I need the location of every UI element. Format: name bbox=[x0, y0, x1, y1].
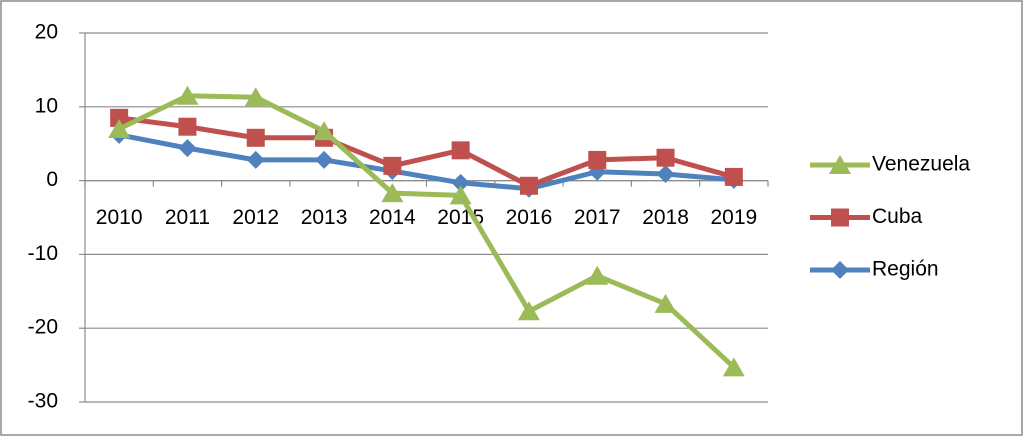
data-point bbox=[451, 173, 470, 192]
data-point bbox=[654, 293, 677, 313]
data-point bbox=[451, 141, 470, 160]
data-point bbox=[519, 176, 538, 195]
data-point bbox=[176, 85, 199, 105]
x-tick-label: 2016 bbox=[506, 206, 553, 229]
y-tick-label: 0 bbox=[46, 168, 58, 191]
y-tick-label: -30 bbox=[28, 390, 58, 413]
legend-label: Cuba bbox=[872, 205, 923, 228]
x-tick-label: 2012 bbox=[232, 206, 279, 229]
legend-label: Venezuela bbox=[872, 153, 970, 176]
data-point bbox=[108, 118, 131, 138]
series-line bbox=[118, 93, 736, 370]
data-point bbox=[724, 167, 743, 186]
data-point bbox=[178, 139, 197, 158]
x-tick-label: 2013 bbox=[301, 206, 348, 229]
x-tick-label: 2011 bbox=[165, 206, 210, 229]
data-point bbox=[449, 185, 472, 205]
y-tick-label: 10 bbox=[35, 94, 58, 117]
data-point bbox=[246, 150, 265, 169]
data-point bbox=[244, 87, 267, 107]
y-tick-label: -10 bbox=[28, 242, 58, 265]
legend-label: Región bbox=[872, 258, 939, 281]
data-point bbox=[110, 108, 129, 127]
data-point bbox=[588, 150, 607, 169]
x-tick-label: 2017 bbox=[574, 206, 621, 229]
data-point bbox=[315, 150, 334, 169]
y-tick-label: 20 bbox=[35, 21, 58, 44]
legend-marker bbox=[831, 261, 849, 279]
data-point bbox=[246, 128, 265, 147]
x-tick-label: 2014 bbox=[369, 206, 416, 229]
data-point bbox=[313, 121, 336, 141]
series-line bbox=[118, 115, 735, 189]
legend-marker bbox=[829, 155, 851, 174]
x-tick-label: 2018 bbox=[642, 206, 689, 229]
x-tick-label: 2010 bbox=[96, 206, 143, 229]
data-point bbox=[586, 265, 609, 285]
series-line bbox=[118, 132, 735, 192]
y-tick-label: -20 bbox=[28, 316, 58, 339]
data-point bbox=[517, 301, 540, 321]
data-point bbox=[722, 357, 745, 377]
data-point bbox=[383, 156, 402, 175]
legend-marker bbox=[831, 208, 849, 227]
data-point bbox=[656, 164, 675, 183]
data-point bbox=[381, 183, 404, 203]
x-tick-label: 2019 bbox=[710, 206, 757, 229]
data-point bbox=[656, 148, 675, 167]
data-point bbox=[178, 117, 197, 136]
